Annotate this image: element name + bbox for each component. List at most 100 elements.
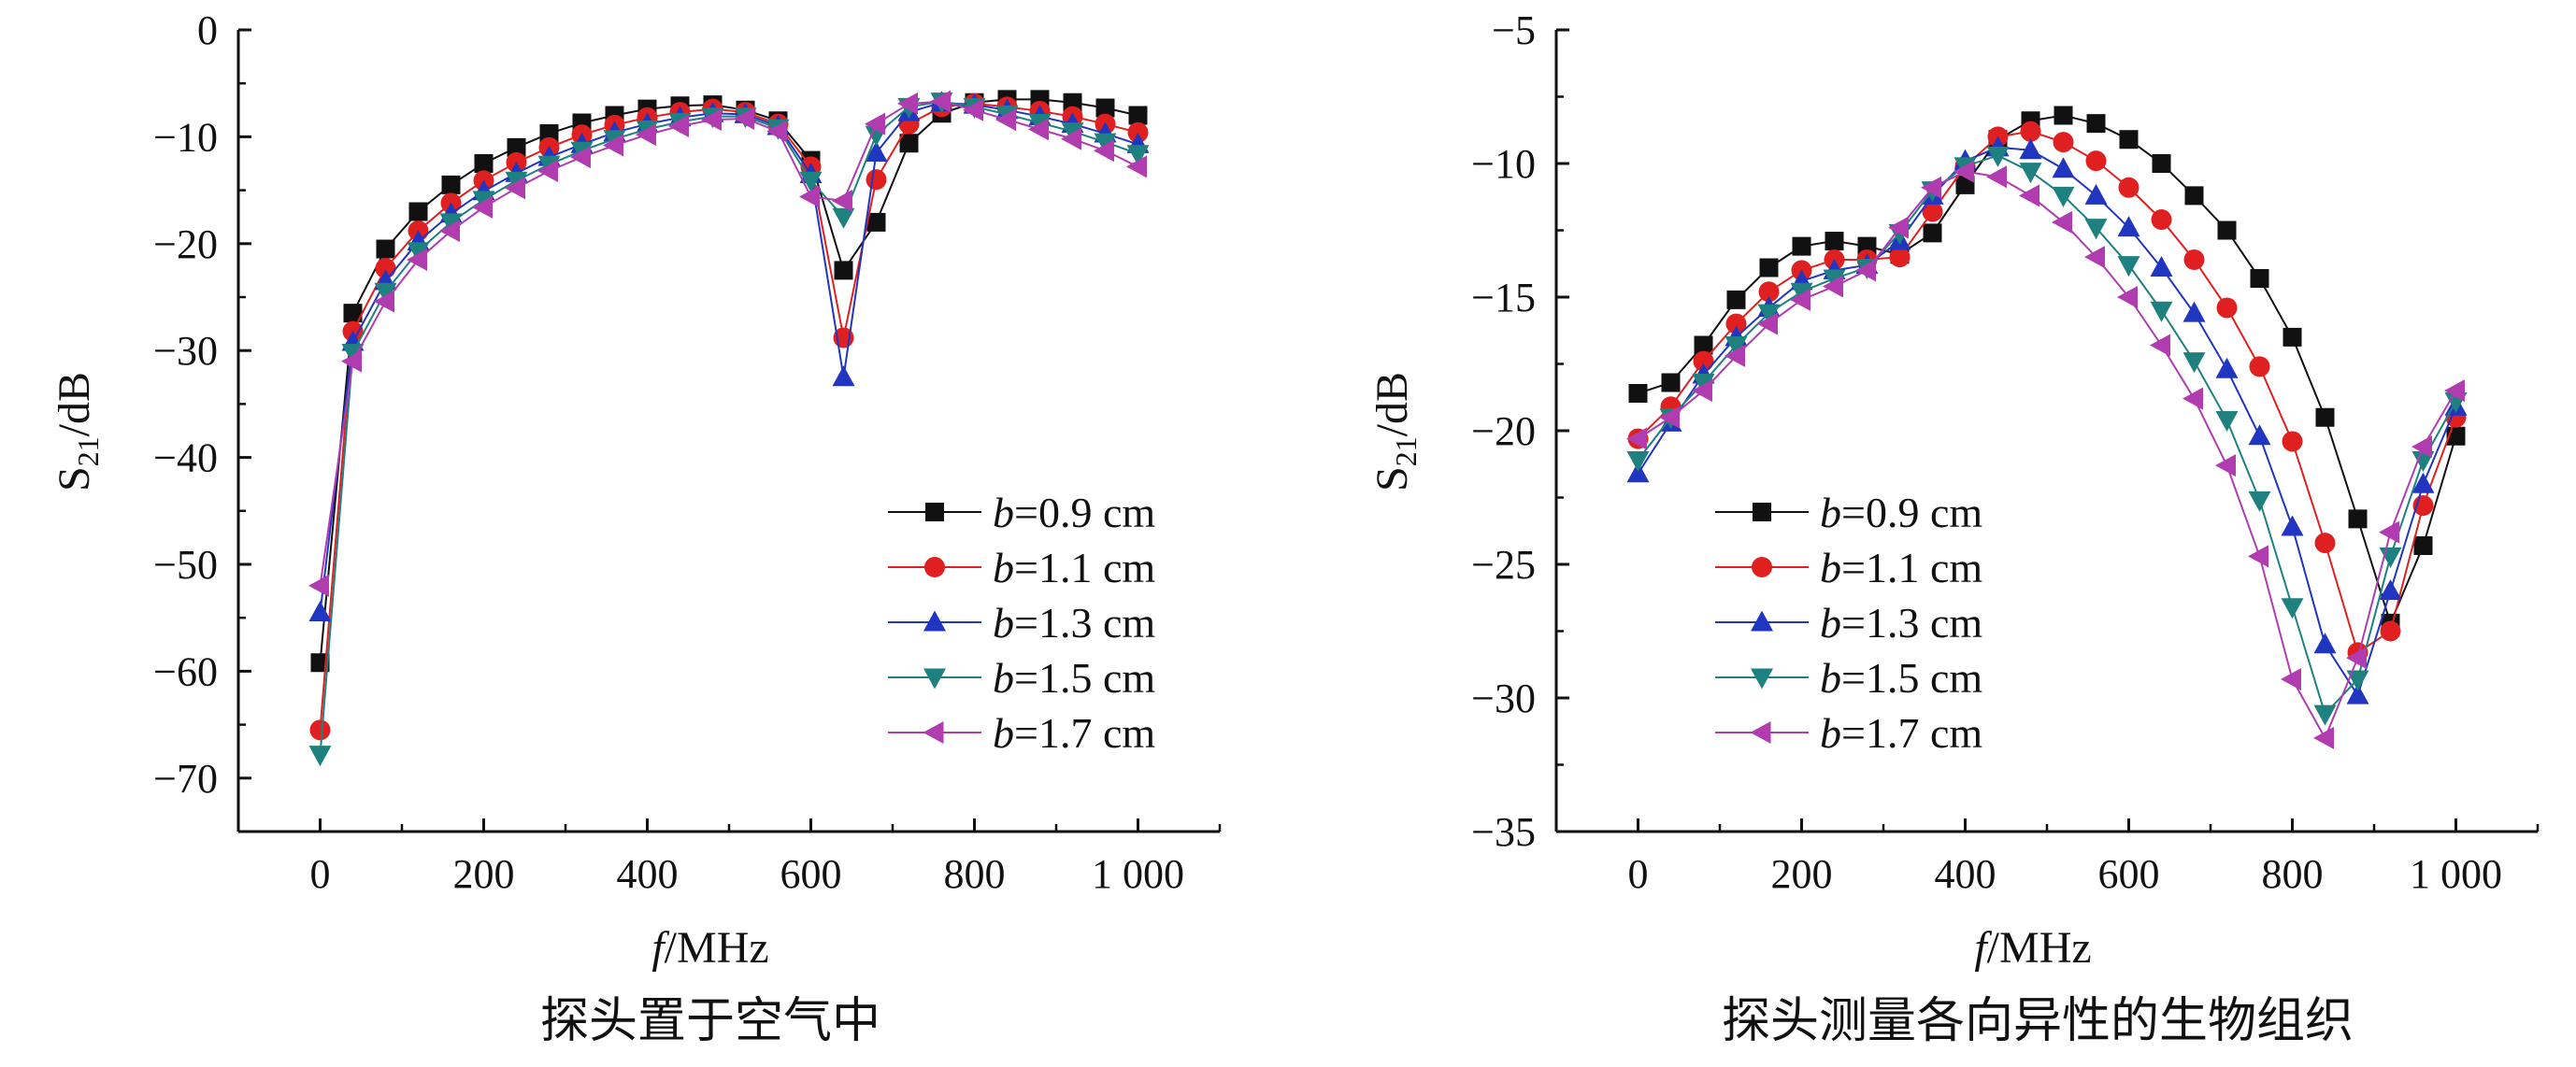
x-tick-label: 600	[780, 851, 842, 897]
data-point	[308, 600, 332, 621]
data-point	[865, 141, 888, 163]
data-point	[1128, 106, 1148, 125]
legend-marker	[923, 668, 946, 690]
x-tick-label: 1 000	[1092, 851, 1184, 897]
data-point	[407, 242, 430, 263]
data-point	[1126, 155, 1147, 178]
data-point	[1823, 269, 1846, 291]
series-3	[1626, 146, 2468, 726]
data-point	[343, 304, 363, 323]
y-tick-label: −15	[1471, 275, 1536, 320]
data-point	[407, 248, 427, 271]
legend-item: b=1.7 cm	[1715, 709, 1982, 757]
series-1	[1627, 121, 2467, 663]
data-point	[2151, 209, 2172, 231]
data-point	[832, 365, 855, 387]
data-point	[1127, 121, 1149, 143]
data-point	[441, 175, 461, 194]
data-point	[1694, 335, 1713, 355]
data-point	[603, 134, 623, 157]
data-point	[308, 574, 329, 597]
data-point	[636, 123, 656, 147]
data-point	[2117, 286, 2138, 308]
data-point	[2019, 138, 2042, 160]
x-axis-label: f/MHz	[651, 923, 768, 973]
data-point	[2411, 450, 2435, 472]
x-tick-label: 200	[1771, 851, 1833, 897]
data-point	[1725, 313, 1747, 334]
data-point	[1823, 275, 1843, 298]
data-point	[899, 134, 919, 153]
y-tick-label: 0	[197, 7, 218, 53]
data-point	[1726, 290, 1746, 309]
series-4	[1626, 160, 2465, 749]
data-point	[1094, 133, 1117, 154]
data-point	[1888, 216, 1909, 239]
data-point	[1758, 281, 1780, 303]
data-point	[2313, 633, 2337, 654]
data-point	[2283, 327, 2302, 347]
y-tick-label: −5	[1492, 7, 1536, 53]
data-point	[308, 746, 332, 767]
data-point	[1790, 288, 1810, 311]
data-point	[1921, 176, 1941, 199]
data-point	[1889, 247, 1911, 268]
data-point	[1923, 223, 1942, 243]
data-point	[1953, 160, 1974, 183]
data-point	[2150, 334, 2170, 357]
data-point	[2054, 106, 2073, 125]
data-point	[2215, 411, 2239, 433]
x-tick-label: 0	[1628, 851, 1649, 897]
data-point	[2020, 121, 2041, 142]
data-point	[799, 185, 820, 208]
legend-label: b=1.5 cm	[993, 654, 1155, 702]
data-point	[2019, 163, 2042, 184]
data-point	[2282, 431, 2303, 452]
data-point	[2217, 221, 2237, 240]
data-point	[507, 137, 526, 157]
legend-item: b=1.7 cm	[888, 709, 1155, 757]
data-point	[2444, 379, 2465, 403]
data-point	[995, 108, 1016, 132]
chart-panel-air: 0 −10 −20 −30 −40 −50 −60 −70 0 200 400 600 800 1 000…	[50, 7, 1222, 1049]
data-point	[2117, 216, 2140, 237]
data-point	[2380, 620, 2401, 642]
data-point	[2281, 667, 2301, 690]
data-point	[1986, 146, 2010, 167]
legend-item: b=1.3 cm	[888, 599, 1155, 647]
legend-marker	[924, 557, 945, 577]
chart-caption: 探头测量各向异性的生物组织	[1722, 993, 2354, 1049]
legend-label: b=0.9 cm	[993, 489, 1155, 536]
series-line	[1637, 146, 2457, 698]
legend-label: b=1.5 cm	[1820, 654, 1982, 702]
data-point	[1922, 201, 1943, 222]
data-point	[2379, 579, 2402, 601]
data-point	[866, 212, 886, 232]
data-point	[374, 290, 394, 313]
data-point	[2313, 704, 2337, 726]
data-point	[2215, 454, 2236, 477]
data-point	[2150, 301, 2173, 322]
data-point	[539, 123, 559, 143]
data-point	[2117, 256, 2140, 277]
data-point	[1825, 231, 1844, 250]
data-point	[376, 239, 395, 259]
legend-label: b=1.3 cm	[993, 599, 1155, 647]
data-point	[2281, 598, 2304, 619]
y-tick-label: −30	[1471, 676, 1536, 721]
y-tick-label: −25	[1471, 542, 1536, 588]
data-point	[2248, 424, 2271, 446]
data-point	[2411, 472, 2435, 493]
data-point	[374, 282, 397, 304]
data-point	[2086, 114, 2106, 134]
data-point	[2248, 545, 2268, 568]
legend-marker	[923, 721, 944, 744]
data-point	[866, 169, 887, 191]
data-point	[2019, 184, 2039, 207]
legend-label: b=1.7 cm	[1820, 709, 1982, 757]
x-tick-label: 400	[1935, 851, 1996, 897]
data-point	[309, 719, 331, 741]
chart-panel-tissue: −5 −10 −15 −20 −25 −30 −35 0 200 400 600 800 1 000 b…	[1367, 7, 2540, 1049]
data-point	[2052, 210, 2072, 234]
legend-marker	[1750, 721, 1771, 744]
